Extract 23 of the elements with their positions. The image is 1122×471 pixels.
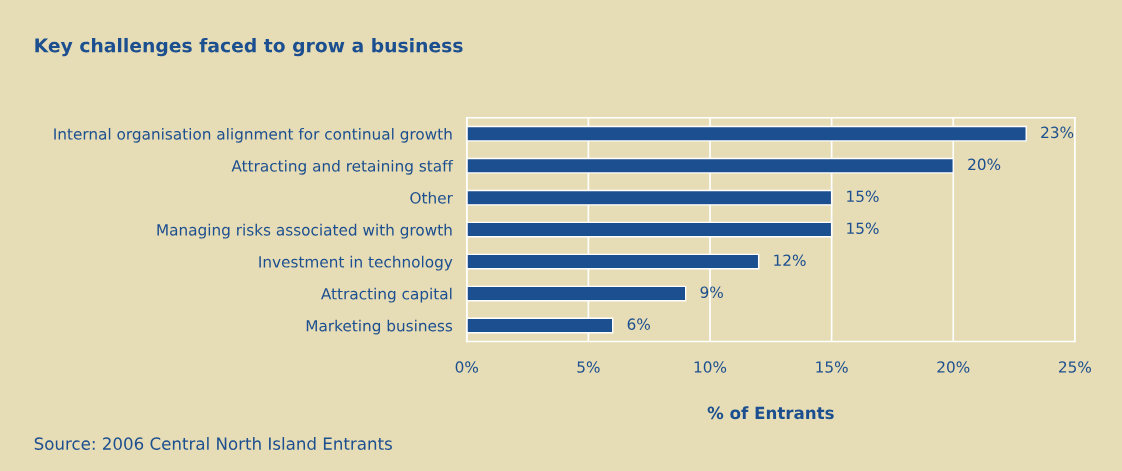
y-tick-label: Attracting and retaining staff (231, 159, 454, 175)
data-label: 9% (700, 286, 723, 298)
x-tick-label: 15% (816, 361, 848, 373)
data-label: 23% (1041, 126, 1074, 139)
data-label: 15% (847, 190, 879, 203)
data-label: 15% (847, 222, 879, 235)
y-tick-label: Managing risks associated with growth (157, 223, 452, 239)
data-label: 12% (774, 254, 806, 267)
x-tick-label: 0% (455, 361, 479, 373)
text: Key challenges faced to grow a business (35, 37, 463, 57)
y-tick-label: Marketing business (306, 319, 453, 335)
y-tick-label: Investment in technology (259, 255, 453, 271)
source-note: Source: 2006 Central North Island Entrants (34, 437, 392, 450)
y-tick-label: Internal organisation alignment for continual growth (54, 127, 452, 143)
x-tick-label: 5% (577, 361, 600, 373)
x-tick-label: 25% (1059, 361, 1092, 373)
data-label: 6% (627, 318, 650, 330)
y-tick-label: Other (410, 191, 453, 204)
data-label: 20% (968, 158, 1001, 171)
x-tick-label: 20% (937, 361, 970, 373)
x-axis-title: % of Entrants (707, 406, 834, 420)
x-tick-label: 10% (694, 361, 727, 373)
y-tick-label: Attracting capital (321, 287, 452, 303)
